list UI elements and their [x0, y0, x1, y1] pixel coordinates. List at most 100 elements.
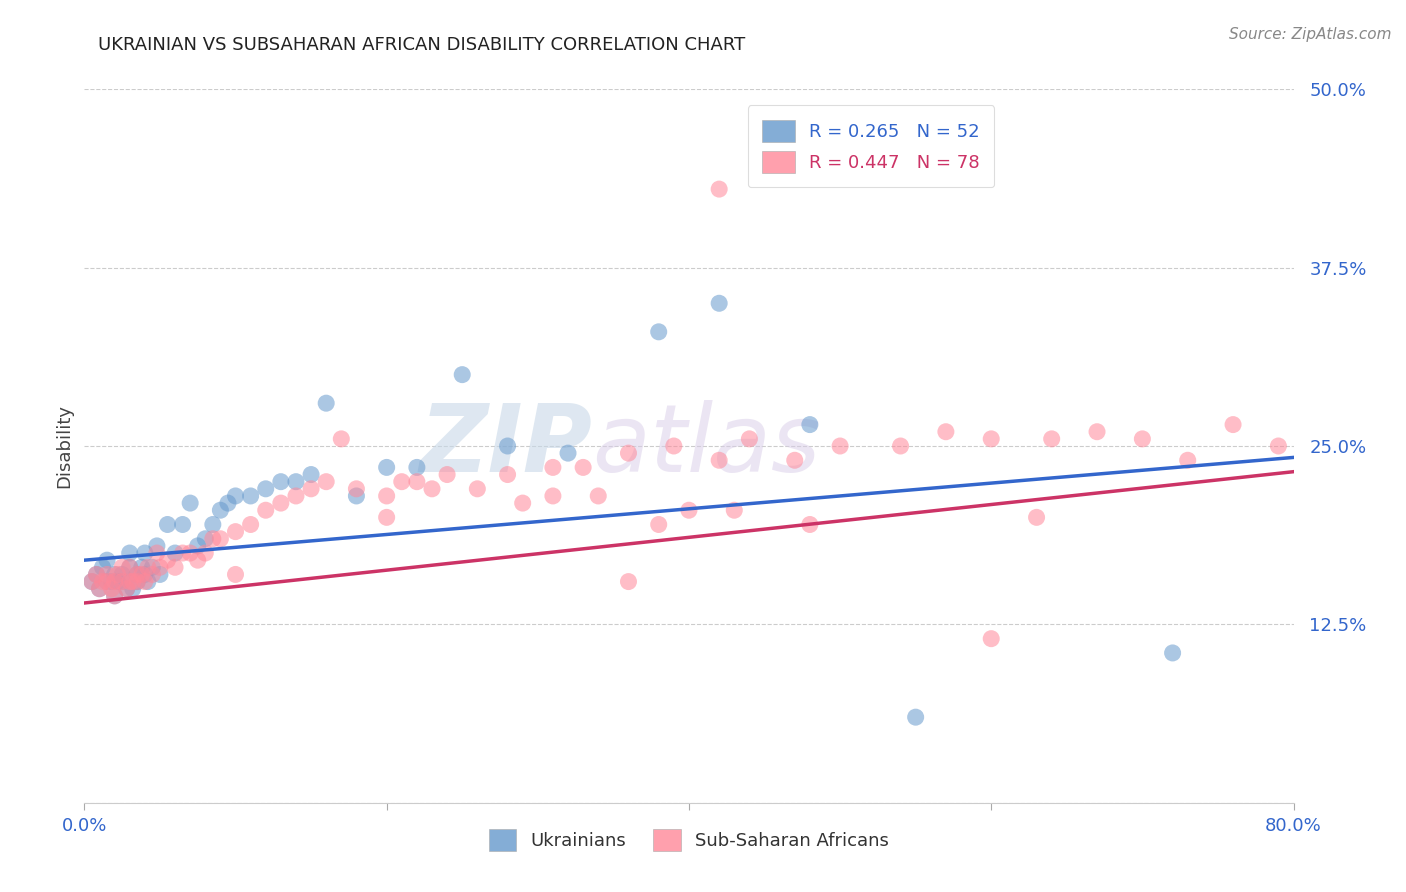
Point	[80, 574, 103, 589]
Point	[406, 475, 429, 489]
Point	[96, 567, 118, 582]
Point	[111, 574, 134, 589]
Point	[115, 582, 138, 596]
Point	[451, 368, 474, 382]
Point	[239, 517, 262, 532]
Point	[194, 546, 217, 560]
Point	[648, 517, 671, 532]
Point	[496, 467, 519, 482]
Legend: Ukrainians, Sub-Saharan Africans: Ukrainians, Sub-Saharan Africans	[482, 822, 896, 858]
Point	[107, 574, 129, 589]
Point	[541, 489, 564, 503]
Point	[141, 560, 163, 574]
Point	[127, 574, 149, 589]
Point	[217, 496, 239, 510]
Point	[118, 546, 141, 560]
Point	[1267, 439, 1289, 453]
Point	[165, 560, 187, 574]
Point	[299, 482, 322, 496]
Point	[709, 453, 731, 467]
Point	[315, 396, 337, 410]
Point	[330, 432, 353, 446]
Point	[127, 574, 149, 589]
Point	[179, 546, 201, 560]
Point	[1085, 425, 1108, 439]
Point	[209, 532, 232, 546]
Point	[100, 574, 122, 589]
Point	[100, 582, 122, 596]
Point	[617, 446, 640, 460]
Point	[738, 432, 761, 446]
Point	[111, 567, 134, 582]
Point	[96, 574, 118, 589]
Point	[201, 532, 224, 546]
Point	[980, 432, 1002, 446]
Point	[104, 589, 127, 603]
Point	[254, 482, 277, 496]
Point	[136, 574, 159, 589]
Point	[890, 439, 912, 453]
Point	[225, 567, 247, 582]
Point	[134, 574, 156, 589]
Point	[391, 475, 413, 489]
Point	[254, 503, 277, 517]
Point	[156, 553, 179, 567]
Point	[194, 532, 217, 546]
Point	[149, 560, 172, 574]
Point	[156, 517, 179, 532]
Point	[1222, 417, 1244, 432]
Point	[315, 475, 337, 489]
Point	[375, 489, 398, 503]
Point	[270, 496, 292, 510]
Point	[557, 446, 579, 460]
Point	[104, 574, 127, 589]
Point	[127, 567, 149, 582]
Point	[127, 567, 149, 582]
Point	[1040, 432, 1063, 446]
Point	[146, 546, 169, 560]
Point	[146, 539, 169, 553]
Point	[783, 453, 806, 467]
Point	[1130, 432, 1153, 446]
Point	[172, 517, 194, 532]
Point	[617, 574, 640, 589]
Point	[406, 460, 429, 475]
Point	[709, 182, 731, 196]
Point	[107, 567, 129, 582]
Point	[225, 489, 247, 503]
Text: ZIP: ZIP	[419, 400, 592, 492]
Point	[299, 467, 322, 482]
Point	[131, 567, 153, 582]
Point	[91, 574, 114, 589]
Point	[285, 475, 308, 489]
Point	[588, 489, 610, 503]
Point	[285, 489, 308, 503]
Point	[980, 632, 1002, 646]
Point	[799, 517, 821, 532]
Point	[172, 546, 194, 560]
Point	[86, 567, 108, 582]
Point	[104, 567, 127, 582]
Point	[96, 553, 118, 567]
Point	[420, 482, 443, 496]
Point	[904, 710, 927, 724]
Point	[149, 567, 172, 582]
Point	[375, 460, 398, 475]
Point	[121, 582, 143, 596]
Point	[96, 574, 118, 589]
Point	[375, 510, 398, 524]
Point	[436, 467, 458, 482]
Point	[935, 425, 957, 439]
Text: atlas: atlas	[592, 401, 821, 491]
Text: UKRAINIAN VS SUBSAHARAN AFRICAN DISABILITY CORRELATION CHART: UKRAINIAN VS SUBSAHARAN AFRICAN DISABILI…	[98, 36, 745, 54]
Point	[572, 460, 595, 475]
Point	[723, 503, 745, 517]
Point	[346, 489, 368, 503]
Y-axis label: Disability: Disability	[55, 404, 73, 488]
Text: Source: ZipAtlas.com: Source: ZipAtlas.com	[1229, 27, 1392, 42]
Point	[115, 582, 138, 596]
Point	[1177, 453, 1199, 467]
Point	[141, 567, 163, 582]
Point	[80, 574, 103, 589]
Point	[187, 539, 209, 553]
